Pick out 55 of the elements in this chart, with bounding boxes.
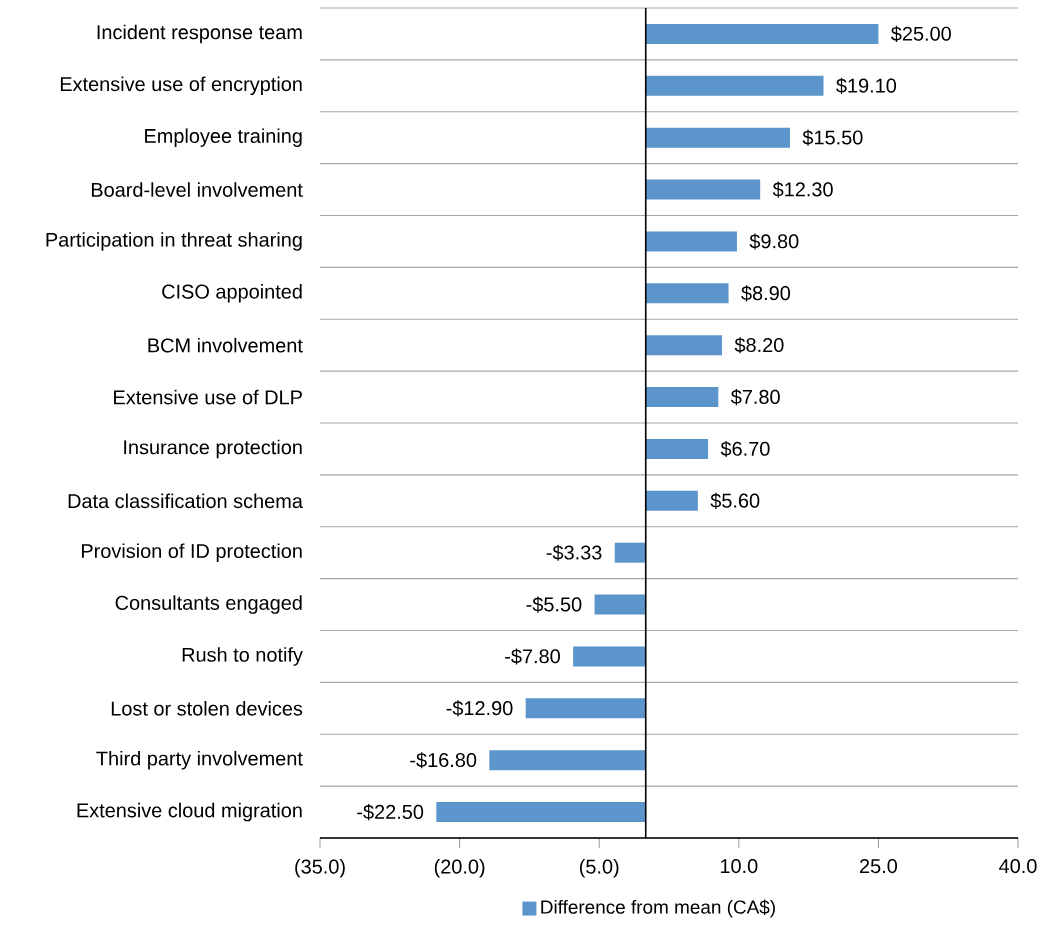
data-label: -$3.33 xyxy=(546,544,602,561)
y-tick-label: Employee training xyxy=(145,128,302,147)
bar xyxy=(645,23,879,44)
y-tick-label: Consultants engaged xyxy=(115,595,302,614)
x-tick-label: 40.0 xyxy=(999,859,1037,874)
data-label: -$16.80 xyxy=(410,752,477,769)
y-tick-label: Provision of ID protection xyxy=(81,543,302,562)
bar xyxy=(645,283,729,304)
bar xyxy=(489,750,646,771)
y-tick-label: BCM involvement xyxy=(148,337,303,353)
bar xyxy=(645,438,709,459)
data-label: $25.00 xyxy=(891,25,951,42)
data-label: $6.70 xyxy=(720,440,770,457)
data-label: -$12.90 xyxy=(446,700,513,717)
bar xyxy=(573,646,646,667)
x-tick-label: (5.0) xyxy=(579,859,619,878)
bar xyxy=(645,387,719,408)
x-tick-label: 25.0 xyxy=(860,859,898,874)
data-label: $7.80 xyxy=(730,389,780,406)
bar xyxy=(645,490,698,511)
bar xyxy=(645,231,737,252)
y-tick-label: Extensive use of DLP xyxy=(114,389,302,405)
y-tick-label: Participation in threat sharing xyxy=(46,232,302,251)
bar xyxy=(645,127,790,148)
data-label: $19.10 xyxy=(836,77,897,94)
data-label: $12.30 xyxy=(772,181,833,198)
data-label: -$5.50 xyxy=(526,596,582,613)
y-tick-label: CISO appointed xyxy=(162,284,302,303)
x-tick-label: (35.0) xyxy=(295,859,345,878)
data-label: $8.20 xyxy=(734,337,784,354)
data-label: $8.90 xyxy=(741,285,791,302)
bar xyxy=(525,698,646,719)
y-tick-label: Lost or stolen devices xyxy=(111,701,303,716)
y-tick-label: Rush to notify xyxy=(182,647,303,666)
y-tick-label: Insurance protection xyxy=(124,439,302,459)
y-tick-label: Data classification schema xyxy=(68,493,303,509)
y-tick-label: Incident response team xyxy=(97,24,302,44)
bar xyxy=(645,335,723,356)
legend-label: Difference from mean (CA$) xyxy=(541,899,775,918)
bar xyxy=(645,179,761,200)
data-label: -$7.80 xyxy=(505,648,560,665)
data-label: $5.60 xyxy=(710,492,760,509)
data-label: -$22.50 xyxy=(357,804,424,821)
data-label: $9.80 xyxy=(749,233,799,250)
bar xyxy=(645,75,824,96)
x-tick-label: 10.0 xyxy=(720,859,758,874)
x-tick-label: (20.0) xyxy=(434,859,485,878)
bar xyxy=(436,802,646,823)
y-tick-label: Board-level involvement xyxy=(91,182,303,197)
bar xyxy=(594,594,646,615)
bar xyxy=(614,542,646,563)
y-tick-label: Extensive use of encryption xyxy=(60,76,302,96)
y-tick-label: Third party involvement xyxy=(96,750,303,770)
data-label: $15.50 xyxy=(802,129,863,146)
y-tick-label: Extensive cloud migration xyxy=(77,802,302,822)
